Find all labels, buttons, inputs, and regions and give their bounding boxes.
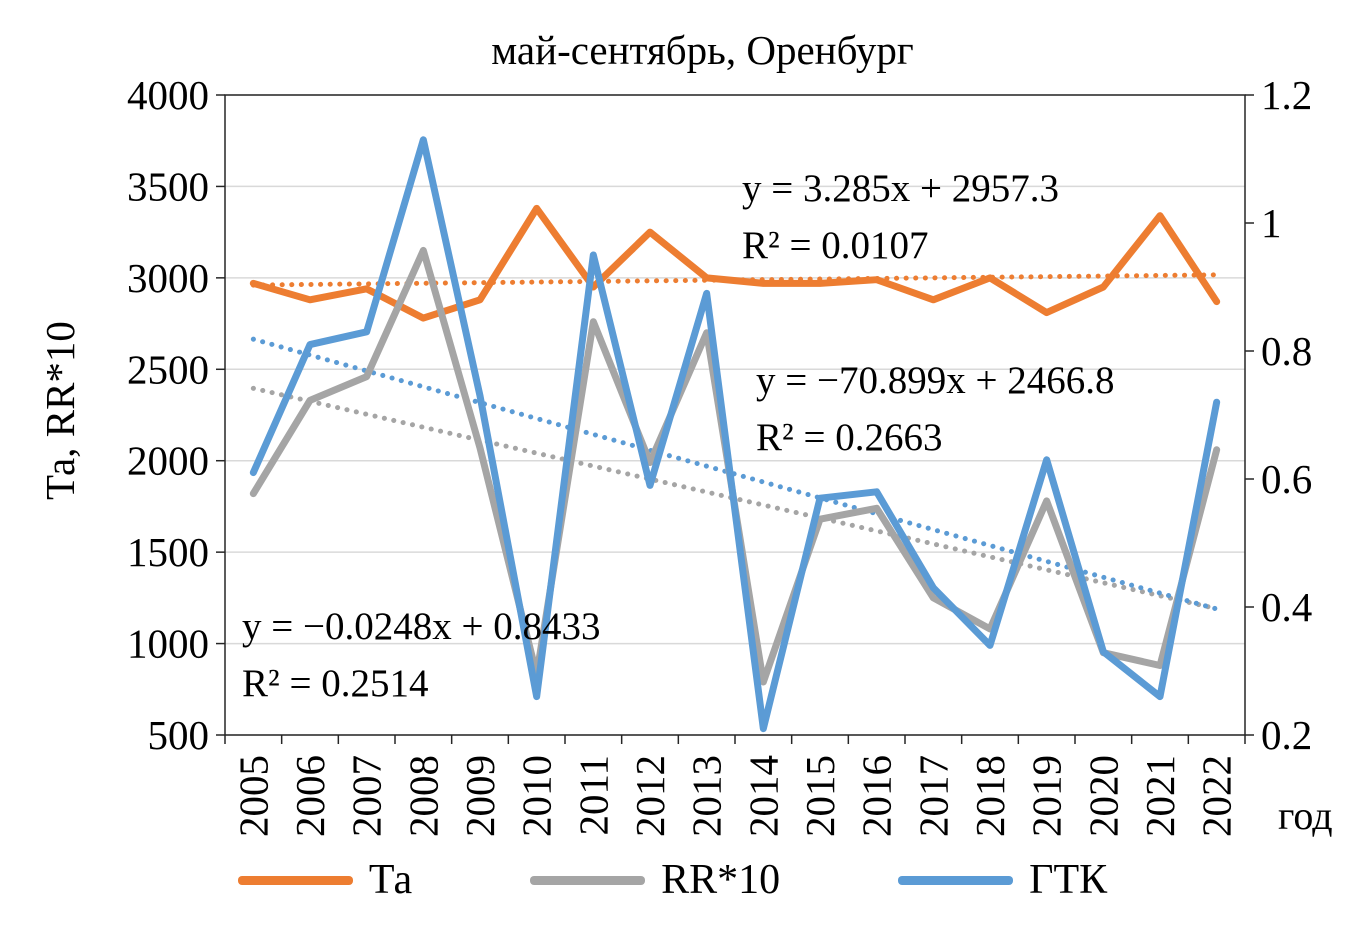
legend-label-ta: Та xyxy=(368,857,413,903)
trend-annotation-rr: y = −70.899x + 2466.8 R² = 0.2663 xyxy=(756,352,1114,467)
legend-line-sample-gtk xyxy=(898,875,1014,885)
right-axis-tick-label: 0.4 xyxy=(1261,584,1312,630)
x-axis-tick-label: 2014 xyxy=(740,755,786,837)
left-axis-tick-label: 3500 xyxy=(127,163,209,209)
x-axis-tick-label: 2017 xyxy=(910,755,956,837)
x-axis-tick-label: 2020 xyxy=(1080,755,1126,837)
legend-item-rr10: RR*10 xyxy=(530,856,780,904)
x-axis-tick-label: 2008 xyxy=(400,755,446,837)
trend-equation-ta: y = 3.285x + 2957.3 xyxy=(742,167,1059,210)
x-axis-tick-label: 2016 xyxy=(854,755,900,837)
left-axis-tick-label: 3000 xyxy=(127,255,209,301)
right-axis-tick-label: 0.6 xyxy=(1261,456,1312,502)
x-axis-tick-label: 2013 xyxy=(684,755,730,837)
trend-annotation-ta: y = 3.285x + 2957.3 R² = 0.0107 xyxy=(742,160,1059,275)
x-axis-tick-label: 2009 xyxy=(457,755,503,837)
trendline-gtk xyxy=(250,336,1220,612)
trend-r2-ta: R² = 0.0107 xyxy=(742,224,929,268)
x-axis-tick-label: 2007 xyxy=(344,755,390,837)
x-axis-tick-label: 2005 xyxy=(230,755,276,837)
x-axis-tick-label: 2018 xyxy=(967,755,1013,837)
x-axis-tick-label: 2022 xyxy=(1194,755,1240,837)
x-axis-tick-label: 2019 xyxy=(1024,755,1070,837)
legend-item-gtk: ГТК xyxy=(898,856,1107,904)
right-axis-tick-label: 0.8 xyxy=(1261,328,1312,374)
right-axis-tick-label: 1 xyxy=(1261,200,1282,246)
left-axis-tick-label: 2500 xyxy=(127,346,209,392)
legend-item-ta: Та xyxy=(237,856,413,904)
trendline-rr10 xyxy=(250,385,1220,612)
left-axis-tick-label: 4000 xyxy=(127,72,209,118)
right-axis-tick-label: 0.2 xyxy=(1261,712,1312,758)
right-axis-tick-label: 1.2 xyxy=(1261,72,1312,118)
series-line-ta xyxy=(249,204,1221,322)
legend-line-sample-rr10 xyxy=(530,875,646,885)
left-axis-tick-label: 2000 xyxy=(127,438,209,484)
x-axis-tick-label: 2015 xyxy=(797,755,843,837)
trend-r2-rr: R² = 0.2663 xyxy=(756,416,943,460)
x-axis-tick-label: 2012 xyxy=(627,755,673,837)
left-axis-tick-label: 1500 xyxy=(127,529,209,575)
legend: Та RR*10 ГТК xyxy=(0,856,1345,904)
x-axis-tick-label: 2021 xyxy=(1137,755,1183,837)
series-line-gtk xyxy=(249,136,1221,733)
left-axis-tick-label: 500 xyxy=(148,712,210,758)
chart-title: май-сентябрь, Оренбург xyxy=(491,27,914,73)
legend-label-rr10: RR*10 xyxy=(661,857,781,903)
left-axis-tick-label: 1000 xyxy=(127,621,209,667)
x-axis-tick-label: 2010 xyxy=(514,755,560,837)
trend-equation-gtk: y = −0.0248x + 0.8433 xyxy=(242,605,601,648)
trend-equation-rr: y = −70.899x + 2466.8 xyxy=(756,359,1115,402)
trend-annotation-gtk: y = −0.0248x + 0.8433 R² = 0.2514 xyxy=(242,598,600,713)
legend-line-sample-ta xyxy=(237,875,353,885)
x-axis-tick-label: 2011 xyxy=(570,755,616,835)
legend-label-gtk: ГТК xyxy=(1029,857,1108,903)
trend-r2-gtk: R² = 0.2514 xyxy=(242,662,429,706)
x-axis-tick-label: 2006 xyxy=(287,755,333,837)
x-axis-unit-label: год xyxy=(1278,793,1333,838)
